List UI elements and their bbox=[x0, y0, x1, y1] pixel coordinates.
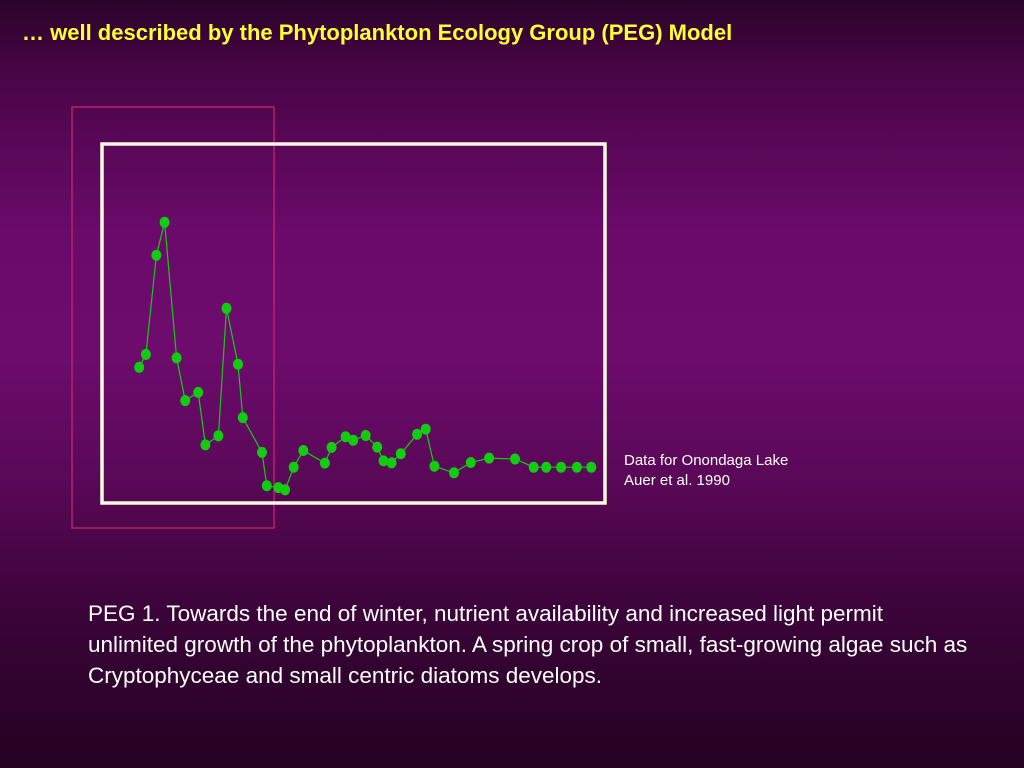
data-point bbox=[233, 358, 243, 370]
data-point bbox=[386, 457, 397, 469]
data-source-line-2: Auer et al. 1990 bbox=[624, 472, 730, 489]
data-point bbox=[134, 361, 145, 373]
data-point bbox=[319, 457, 330, 469]
data-point bbox=[449, 467, 459, 479]
data-point bbox=[288, 461, 299, 473]
data-point bbox=[528, 461, 539, 473]
data-point bbox=[261, 480, 272, 492]
data-point bbox=[571, 461, 582, 473]
data-point bbox=[395, 448, 406, 460]
data-point bbox=[180, 395, 191, 407]
data-point bbox=[484, 452, 495, 464]
data-point bbox=[159, 216, 170, 228]
data-point bbox=[360, 430, 371, 441]
data-point bbox=[420, 423, 431, 435]
data-point bbox=[326, 441, 337, 453]
data-source-line-1: Data for Onondaga Lake bbox=[624, 452, 789, 469]
data-point bbox=[213, 430, 224, 442]
data-point bbox=[429, 460, 440, 472]
data-point bbox=[237, 412, 248, 424]
data-point bbox=[378, 455, 389, 467]
data-point bbox=[348, 434, 359, 446]
data-point bbox=[280, 484, 291, 496]
highlight-box bbox=[71, 106, 275, 529]
data-point bbox=[257, 446, 267, 458]
data-point bbox=[221, 302, 232, 314]
data-point bbox=[140, 348, 151, 360]
data-point bbox=[556, 461, 567, 473]
data-point bbox=[298, 445, 309, 456]
data-point bbox=[340, 431, 351, 443]
peg1-caption: PEG 1. Towards the end of winter, nutrie… bbox=[88, 601, 968, 688]
data-point bbox=[193, 386, 204, 398]
data-source-note: Data for Onondaga Lake Auer et al. 1990 bbox=[624, 451, 788, 491]
series-layer bbox=[134, 216, 597, 496]
data-point bbox=[412, 428, 423, 440]
plot-frame bbox=[100, 142, 607, 505]
data-point bbox=[586, 461, 597, 473]
data-point bbox=[171, 352, 182, 364]
data-point bbox=[541, 461, 552, 473]
data-point bbox=[372, 441, 383, 453]
data-point bbox=[510, 453, 520, 465]
data-point bbox=[151, 249, 162, 261]
data-point bbox=[465, 457, 476, 468]
data-point bbox=[200, 439, 211, 451]
slide-title: … well described by the Phytoplankton Ec… bbox=[22, 20, 733, 45]
